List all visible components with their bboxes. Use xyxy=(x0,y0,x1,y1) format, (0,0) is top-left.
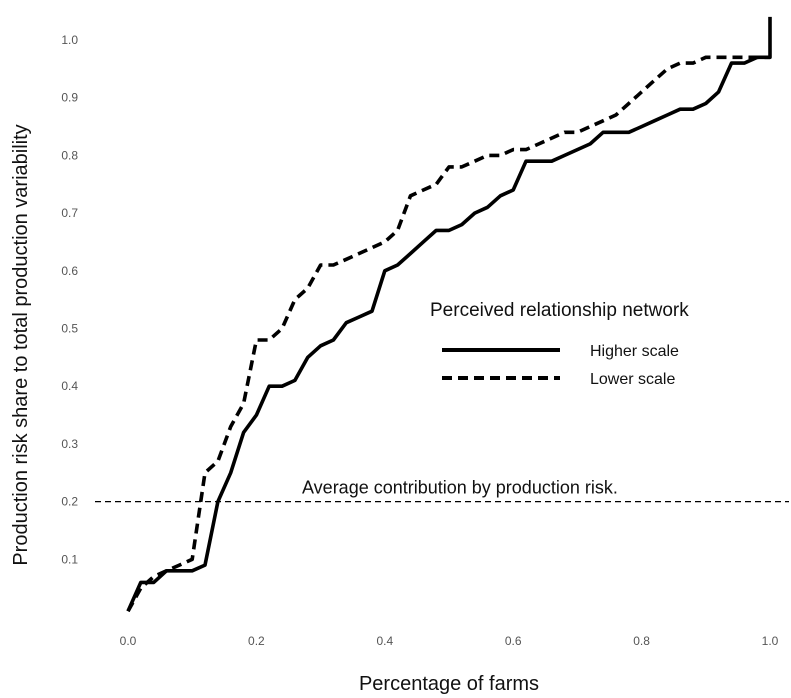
legend: Perceived relationship network Higher sc… xyxy=(430,300,689,388)
y-tick-label: 0.3 xyxy=(61,437,78,451)
x-tick-labels: 0.0 0.2 0.4 0.6 0.8 1.0 xyxy=(120,634,779,648)
legend-label-higher-scale: Higher scale xyxy=(590,343,679,360)
legend-title: Perceived relationship network xyxy=(430,300,689,321)
y-tick-label: 0.1 xyxy=(61,552,78,566)
y-tick-label: 0.6 xyxy=(61,264,78,278)
x-tick-label: 0.0 xyxy=(120,634,137,648)
y-tick-label: 0.2 xyxy=(61,495,78,509)
y-tick-label: 1.0 xyxy=(61,33,78,47)
x-tick-label: 0.6 xyxy=(505,634,522,648)
y-tick-label: 0.7 xyxy=(61,206,78,220)
y-tick-label: 0.4 xyxy=(61,379,78,393)
y-axis-title: Production risk share to total productio… xyxy=(10,124,32,565)
series-line-higher-scale xyxy=(126,16,772,612)
y-tick-label: 0.8 xyxy=(61,148,78,162)
legend-label-lower-scale: Lower scale xyxy=(590,371,675,388)
y-tick-label: 0.5 xyxy=(61,322,78,336)
x-tick-label: 0.2 xyxy=(248,634,265,648)
y-tick-labels: 0.1 0.2 0.3 0.4 0.5 0.6 0.7 0.8 0.9 1.0 xyxy=(61,33,78,566)
x-axis-title: Percentage of farms xyxy=(359,673,539,695)
reference-line-label: Average contribution by production risk. xyxy=(302,478,618,498)
series-line-lower-scale xyxy=(126,55,770,613)
y-tick-label: 0.9 xyxy=(61,91,78,105)
x-tick-label: 0.8 xyxy=(633,634,650,648)
series-layer xyxy=(126,16,772,613)
x-tick-label: 1.0 xyxy=(762,634,779,648)
x-tick-label: 0.4 xyxy=(376,634,393,648)
